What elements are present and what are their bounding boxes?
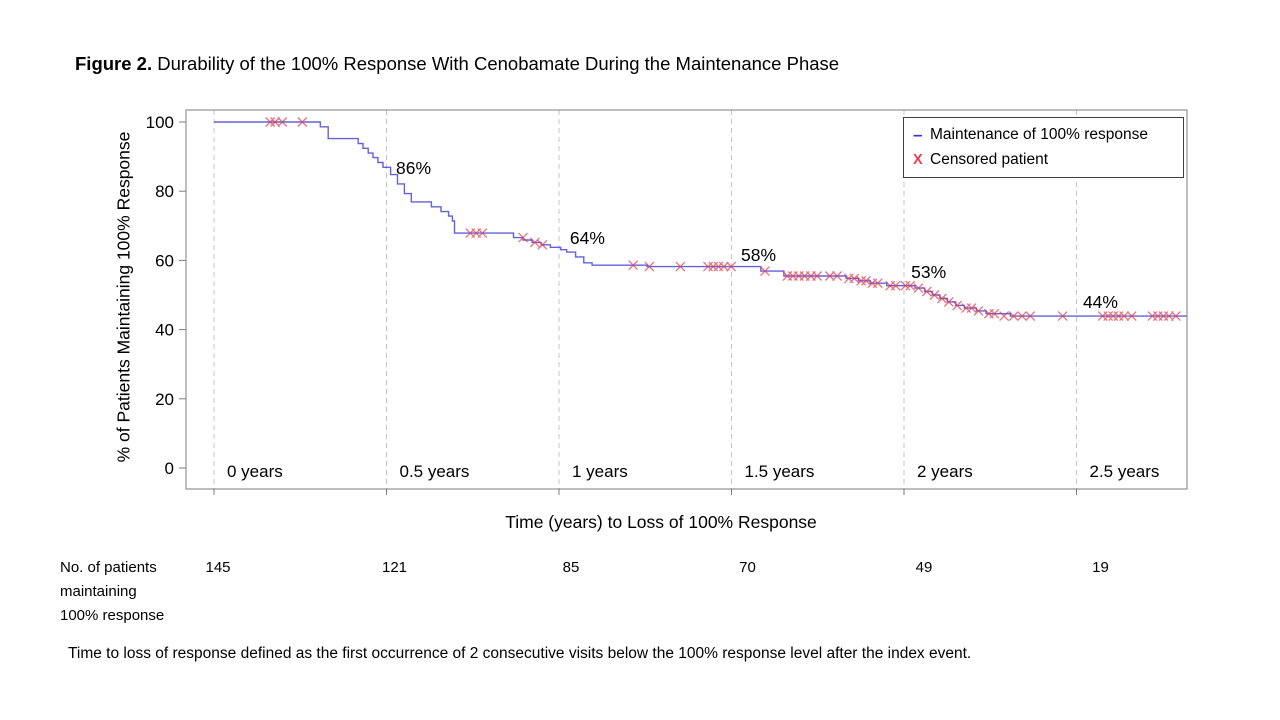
milestone-label: 64% — [570, 228, 605, 248]
legend-label-maintenance: Maintenance of 100% response — [930, 125, 1149, 143]
legend-item-maintenance: – Maintenance of 100% response — [913, 122, 1174, 147]
y-tick-label: 80 — [155, 182, 174, 201]
y-tick-label: 60 — [155, 251, 174, 270]
y-tick-label: 40 — [155, 321, 174, 340]
x-gridline-label: 0.5 years — [400, 462, 470, 481]
footnote: Time to loss of response defined as the … — [68, 645, 972, 662]
at-risk-value: 121 — [381, 559, 408, 576]
at-risk-label-line3: 100% response — [60, 607, 165, 624]
y-tick-label: 0 — [165, 459, 174, 478]
at-risk-label-line2: maintaining — [60, 583, 137, 600]
x-gridline-label: 1 years — [572, 462, 628, 481]
milestone-label: 44% — [1083, 292, 1118, 312]
x-axis-title: Time (years) to Loss of 100% Response — [505, 512, 817, 532]
figure-number: Figure 2. — [75, 53, 153, 74]
at-risk-label-line1: No. of patients — [60, 559, 157, 576]
legend-label-censored: Censored patient — [930, 150, 1049, 168]
at-risk-value: 49 — [915, 559, 933, 576]
at-risk-value: 70 — [739, 559, 756, 576]
at-risk-value: 85 — [562, 559, 580, 576]
x-gridline-label: 1.5 years — [745, 462, 815, 481]
at-risk-value: 145 — [205, 559, 231, 576]
censor-marker-icon: X — [913, 151, 923, 168]
at-risk-value: 19 — [1092, 559, 1109, 576]
y-axis-title: % of Patients Maintaining 100% Response — [113, 131, 134, 463]
milestone-label: 53% — [911, 262, 946, 282]
figure-title: Figure 2. Durability of the 100% Respons… — [75, 53, 839, 75]
chart-legend: – Maintenance of 100% response X Censore… — [903, 117, 1184, 178]
line-marker-icon: – — [913, 124, 923, 144]
legend-item-censored: X Censored patient — [913, 147, 1174, 172]
milestone-label: 86% — [396, 158, 431, 178]
milestone-label: 58% — [741, 245, 776, 265]
y-tick-label: 20 — [155, 390, 174, 409]
censor-marks — [265, 117, 1181, 322]
plot-border — [185, 109, 1188, 490]
x-gridline-label: 0 years — [227, 462, 283, 481]
at-risk-label: No. of patients maintaining 100% respons… — [60, 556, 164, 628]
x-gridline-label: 2 years — [917, 462, 973, 481]
x-gridline-label: 2.5 years — [1090, 462, 1160, 481]
figure-title-text: Durability of the 100% Response With Cen… — [152, 53, 840, 74]
y-tick-label: 100 — [146, 113, 174, 132]
